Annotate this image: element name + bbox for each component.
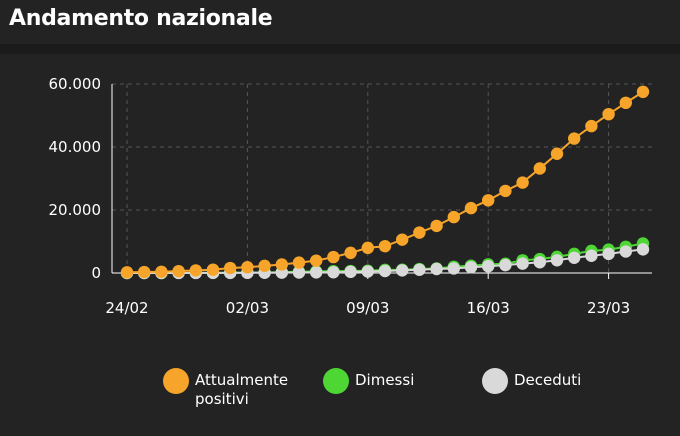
data-point-deceduti <box>310 266 323 279</box>
data-point-deceduti <box>464 261 478 274</box>
data-point-attualmente-positivi <box>327 250 340 264</box>
data-point-deceduti <box>396 264 409 277</box>
data-point-deceduti <box>482 260 495 273</box>
data-point-attualmente-positivi <box>516 176 529 189</box>
data-point-attualmente-positivi <box>344 246 357 260</box>
data-point-deceduti <box>585 249 598 262</box>
y-tick-label: 40.000 <box>49 138 102 156</box>
data-point-attualmente-positivi <box>464 201 478 215</box>
legend-swatch-attualmente <box>163 368 189 394</box>
data-point-attualmente-positivi <box>241 261 254 274</box>
data-point-deceduti <box>413 263 426 276</box>
data-point-attualmente-positivi <box>396 233 409 246</box>
data-point-attualmente-positivi <box>189 264 202 277</box>
data-point-attualmente-positivi <box>602 107 615 121</box>
data-point-deceduti <box>550 254 564 267</box>
legend-item-attualmente[interactable]: Attualmente positivi <box>163 368 288 409</box>
data-point-attualmente-positivi <box>292 256 306 269</box>
header-divider <box>0 44 680 54</box>
data-point-deceduti <box>292 266 306 279</box>
data-point-attualmente-positivi <box>206 263 220 276</box>
y-tick-label: 0 <box>91 264 101 282</box>
x-axis-ticks: 24/02 02/03 09/03 16/03 23/03 <box>105 299 630 317</box>
legend-item-dimessi[interactable]: Dimessi <box>323 368 414 394</box>
legend-swatch-dimessi <box>323 368 349 394</box>
data-point-attualmente-positivi <box>378 239 392 253</box>
chart-legend: Attualmente positivi Dimessi Deceduti <box>0 368 680 428</box>
y-axis-ticks: 0 20.000 40.000 60.000 <box>49 75 102 282</box>
data-point-attualmente-positivi <box>499 184 512 198</box>
data-point-attualmente-positivi <box>138 265 151 279</box>
data-point-attualmente-positivi <box>120 266 134 279</box>
data-point-deceduti <box>447 262 460 275</box>
data-point-attualmente-positivi <box>413 226 426 239</box>
data-point-attualmente-positivi <box>275 258 288 271</box>
data-point-attualmente-positivi <box>619 96 632 110</box>
data-point-attualmente-positivi <box>636 85 650 99</box>
legend-label-attualmente-line1: Attualmente <box>195 371 289 389</box>
data-point-attualmente-positivi <box>568 132 581 145</box>
y-tick-label: 20.000 <box>49 201 102 219</box>
data-point-deceduti <box>327 266 340 279</box>
legend-swatch-deceduti <box>482 368 508 394</box>
x-tick-label: 24/02 <box>105 299 148 317</box>
legend-label-dimessi: Dimessi <box>355 371 415 389</box>
legend-item-deceduti[interactable]: Deceduti <box>482 368 581 394</box>
data-point-attualmente-positivi <box>585 119 598 133</box>
data-point-deceduti <box>499 258 512 272</box>
data-point-attualmente-positivi <box>482 194 495 207</box>
data-point-deceduti <box>619 245 632 258</box>
data-point-attualmente-positivi <box>155 265 168 278</box>
chart-title: Andamento nazionale <box>9 6 273 31</box>
data-point-deceduti <box>533 256 546 269</box>
data-point-attualmente-positivi <box>447 210 460 224</box>
data-point-deceduti <box>516 257 529 270</box>
chart-grid <box>112 83 652 273</box>
data-point-deceduti <box>344 265 357 279</box>
data-point-attualmente-positivi <box>430 219 443 233</box>
data-point-attualmente-positivi <box>361 241 374 255</box>
line-chart: 0 20.000 40.000 60.000 24/02 02/03 09/03 16/03… <box>49 75 652 317</box>
x-tick-label: 09/03 <box>346 299 389 317</box>
chart-series <box>120 85 650 280</box>
data-point-deceduti <box>568 251 581 265</box>
data-point-attualmente-positivi <box>258 259 271 273</box>
y-tick-label: 60.000 <box>49 75 102 93</box>
data-point-deceduti <box>361 265 374 278</box>
legend-label-deceduti: Deceduti <box>514 371 582 389</box>
data-point-deceduti <box>602 247 615 261</box>
legend-label-attualmente-line2: positivi <box>195 390 249 408</box>
data-point-deceduti <box>430 262 443 276</box>
data-point-deceduti <box>378 264 392 278</box>
x-tick-label: 02/03 <box>226 299 269 317</box>
data-point-deceduti <box>636 243 650 256</box>
x-tick-label: 23/03 <box>587 299 630 317</box>
x-tick-label: 16/03 <box>467 299 510 317</box>
data-point-attualmente-positivi <box>224 261 237 275</box>
data-point-attualmente-positivi <box>533 162 546 175</box>
data-point-attualmente-positivi <box>550 147 564 160</box>
data-point-attualmente-positivi <box>310 254 323 267</box>
data-point-attualmente-positivi <box>172 264 185 278</box>
